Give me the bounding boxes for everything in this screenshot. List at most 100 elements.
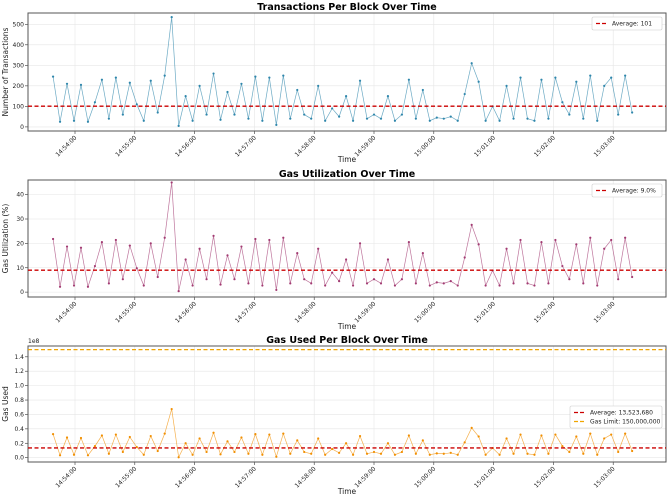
data-point	[198, 84, 201, 87]
data-point	[170, 181, 173, 184]
data-point	[386, 258, 390, 261]
y-multiplier: 1e8	[28, 338, 40, 345]
data-point	[310, 117, 313, 120]
data-point	[379, 117, 383, 120]
data-point	[114, 238, 117, 242]
data-point	[372, 113, 376, 116]
y-axis-label: Gas Utilization (%)	[1, 204, 10, 274]
data-point	[310, 282, 313, 285]
data-point	[212, 234, 215, 237]
legend-box	[591, 183, 663, 198]
y-tick-label: 1.4	[14, 354, 24, 361]
chart-title: Gas Used Per Block Over Time	[266, 335, 428, 346]
data-point	[547, 117, 550, 120]
x-tick-label: 14:54:00	[54, 465, 78, 489]
data-point	[442, 117, 445, 120]
data-point	[589, 236, 592, 239]
data-point	[331, 447, 334, 451]
data-point	[372, 450, 376, 454]
data-point	[233, 113, 236, 116]
y-tick-label: 1.2	[14, 368, 24, 375]
data-point	[247, 117, 250, 120]
data-point	[93, 264, 97, 268]
plot-area	[28, 13, 666, 131]
data-point	[86, 454, 90, 457]
data-point	[240, 245, 243, 248]
data-point	[58, 120, 62, 123]
data-point	[65, 436, 69, 439]
legend-label: Average: 101	[612, 21, 652, 28]
data-point	[198, 437, 201, 440]
data-point	[240, 82, 243, 85]
x-tick-label: 15:03:00	[593, 300, 617, 324]
data-point	[198, 247, 201, 250]
legend-label: Gas Limit: 150,000,000	[590, 419, 661, 426]
data-point	[400, 450, 404, 454]
data-point	[435, 452, 438, 455]
data-point	[331, 107, 334, 110]
data-point	[331, 271, 334, 274]
subplot-1: 14:54:00 14:55:00 14:56:00 14:57:00 14:58:00…	[1, 2, 667, 164]
data-point	[596, 119, 599, 122]
data-point	[121, 113, 124, 116]
data-point	[561, 101, 564, 104]
data-point	[603, 84, 606, 87]
data-point	[351, 119, 355, 122]
legend-label: Average: 13,523,680	[590, 410, 653, 417]
x-tick-label: 14:55:00	[114, 134, 138, 158]
y-tick-label: 0.6	[14, 411, 24, 418]
data-point	[358, 79, 362, 82]
x-tick-label: 15:02:00	[533, 134, 557, 158]
data-point	[456, 453, 459, 456]
data-point	[226, 90, 229, 94]
data-point	[156, 275, 159, 279]
data-point	[428, 284, 431, 287]
data-point	[149, 434, 152, 438]
data-point	[547, 452, 550, 455]
x-tick-label: 14:56:00	[174, 465, 198, 489]
y-tick-label: 0	[20, 124, 24, 131]
data-point	[512, 117, 515, 120]
data-point	[121, 450, 124, 454]
data-point	[261, 453, 264, 456]
x-tick-label: 15:01:00	[473, 134, 497, 158]
data-point	[317, 84, 320, 87]
data-point	[219, 283, 222, 286]
data-point	[135, 103, 138, 106]
data-point	[268, 238, 271, 242]
legend: Average: 101	[591, 16, 663, 31]
data-point	[303, 450, 306, 454]
data-point	[442, 452, 445, 455]
x-tick-label: 14:58:00	[294, 300, 318, 324]
data-point	[407, 434, 410, 437]
x-tick-label: 14:56:00	[174, 134, 198, 158]
data-point	[114, 433, 117, 436]
data-point	[205, 278, 208, 281]
subplot-3: 14:54:00 14:55:00 14:56:00 14:57:00 14:58:00…	[1, 335, 667, 496]
x-tick-label: 15:02:00	[533, 300, 557, 324]
data-point	[275, 288, 278, 292]
y-axis-label: Gas Used	[1, 386, 10, 422]
data-point	[51, 75, 55, 78]
data-point	[582, 452, 585, 455]
data-point	[372, 278, 376, 281]
data-point	[575, 243, 578, 246]
y-tick-label: 40	[16, 192, 24, 199]
data-point	[324, 284, 327, 287]
data-point	[344, 258, 348, 261]
data-point	[358, 242, 362, 245]
legend-label: Average: 9.0%	[612, 188, 656, 195]
data-point	[470, 426, 473, 429]
data-point	[582, 282, 585, 285]
y-tick-label: 0.0	[14, 455, 24, 462]
data-point	[268, 433, 271, 436]
legend: Average: 13,523,680 Gas Limit: 150,000,00…	[569, 405, 663, 429]
data-point	[561, 264, 564, 268]
data-point	[142, 453, 145, 456]
x-tick-label: 15:00:00	[413, 300, 437, 324]
data-point	[128, 81, 131, 84]
data-point	[610, 76, 613, 79]
data-point	[561, 445, 564, 448]
data-point	[470, 223, 473, 226]
data-point	[317, 437, 320, 440]
